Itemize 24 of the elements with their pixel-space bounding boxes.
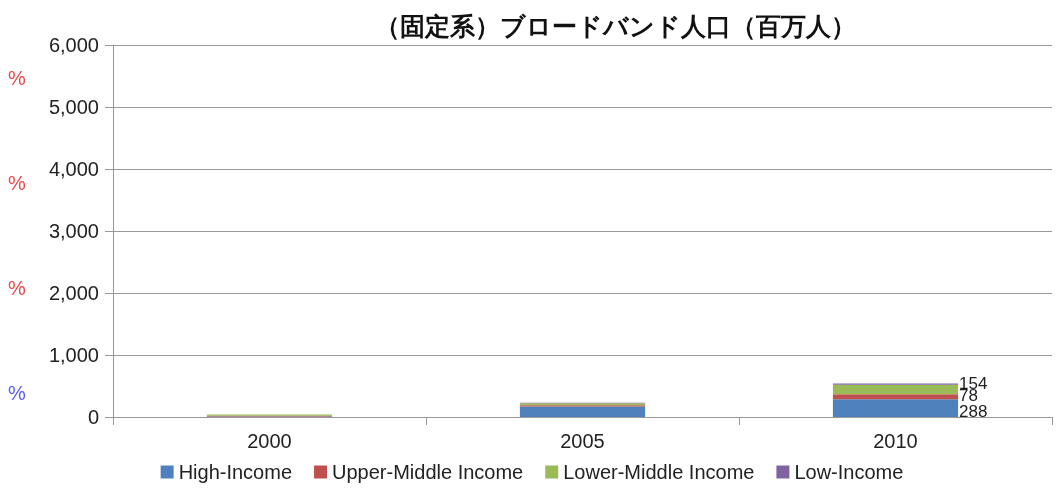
x-tick-label: 2000 [247, 430, 292, 452]
y-tick-label: 6,000 [48, 34, 99, 56]
y-tick-label: 1,000 [48, 344, 99, 366]
x-tick-label: 2010 [873, 430, 918, 452]
y-tick-label: 2,000 [48, 282, 99, 304]
text: % [8, 382, 26, 404]
text: % [8, 67, 26, 89]
legend-label: Lower-Middle Income [563, 461, 755, 483]
y-tick-label: 3,000 [48, 220, 99, 242]
legend-label: Upper-Middle Income [332, 461, 524, 483]
bar [832, 394, 959, 400]
x-tick-label: 2005 [560, 430, 605, 452]
chart-title: （固定系）ブロードバンド人口（百万人） [375, 11, 856, 40]
data-label: 288 [959, 401, 988, 421]
legend-label: High-Income [178, 461, 293, 483]
y-tick-label: 4,000 [48, 158, 99, 180]
bar [832, 399, 959, 417]
text: % [8, 277, 26, 299]
y-tick-label: 0 [87, 406, 99, 428]
bar [519, 406, 646, 417]
text: % [8, 172, 26, 194]
y-tick-label: 5,000 [48, 96, 99, 118]
legend-label: Low-Income [794, 461, 904, 483]
bar [832, 384, 959, 395]
